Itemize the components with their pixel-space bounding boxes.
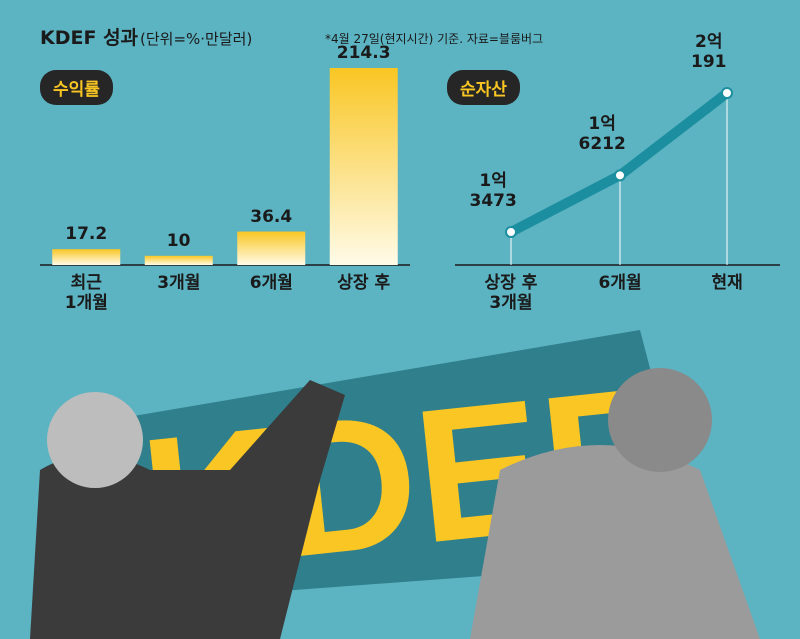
unit: (단위=%·만달러) [140, 30, 253, 48]
note: *4월 27일(현지시간) 기준. 자료=블룸버그 [325, 32, 544, 46]
bar [52, 249, 121, 265]
panel-title: 수익률 [40, 70, 113, 105]
bar [144, 255, 213, 265]
point [721, 87, 733, 99]
x-tick-label: 상장 후 3개월 [484, 273, 538, 313]
value-label: 17.2 [65, 224, 108, 245]
person-right-head [608, 368, 712, 472]
value-label: 36.4 [250, 206, 293, 227]
value-label: 2억 191 [691, 32, 727, 72]
bar [329, 68, 398, 265]
point [614, 169, 626, 182]
value-label: 1억 3473 [469, 171, 517, 211]
x-tick-label: 6개월 [598, 273, 642, 293]
person-right [470, 445, 760, 639]
person-left-head [47, 392, 143, 488]
panel-title: 순자산 [447, 70, 520, 105]
x-tick-label: 6개월 [249, 273, 293, 293]
value-label: 10 [166, 230, 191, 251]
bar [237, 231, 306, 265]
value-label: 1억 6212 [578, 114, 626, 154]
person-left [30, 380, 345, 639]
value-label: 214.3 [336, 43, 391, 63]
x-tick-label: 현재 [711, 273, 743, 293]
x-tick-label: 상장 후 [337, 273, 391, 293]
x-tick-label: 3개월 [157, 273, 201, 293]
title: KDEF 성과 [40, 27, 139, 49]
point [505, 226, 517, 238]
x-tick-label: 최근 1개월 [64, 273, 108, 313]
line [506, 88, 732, 237]
